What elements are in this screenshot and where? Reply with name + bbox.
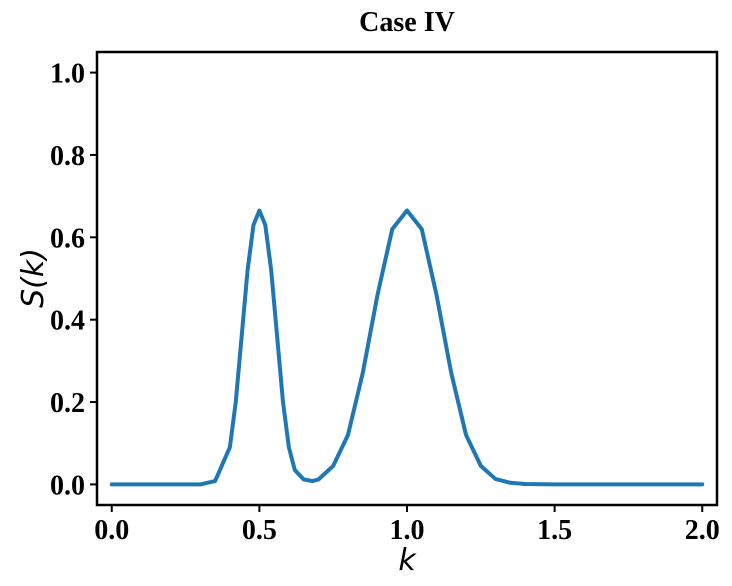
y-axis-label: S(k) — [16, 248, 51, 308]
x-axis: 0.0 0.5 1.0 1.5 2.0 — [94, 505, 720, 546]
y-tick-label: 0.8 — [50, 141, 85, 172]
y-tick-label: 0.6 — [50, 223, 85, 254]
series-line-0 — [109, 208, 705, 487]
y-tick-label: 0.0 — [50, 470, 85, 501]
x-tick-label: 0.5 — [242, 515, 277, 546]
y-tick-label: 1.0 — [50, 59, 85, 90]
y-axis: 0.0 0.2 0.4 0.6 0.8 1.0 — [50, 59, 97, 501]
x-axis-label: k — [398, 543, 417, 578]
x-tick-label: 0.0 — [94, 515, 129, 546]
plot-area — [109, 208, 705, 487]
chart-title: Case IV — [359, 7, 455, 38]
x-tick-label: 1.5 — [537, 515, 572, 546]
y-tick-label: 0.2 — [50, 388, 85, 419]
x-tick-label: 2.0 — [685, 515, 720, 546]
y-tick-label: 0.4 — [50, 306, 85, 337]
x-tick-label: 1.0 — [390, 515, 425, 546]
plot-frame — [95, 50, 719, 507]
